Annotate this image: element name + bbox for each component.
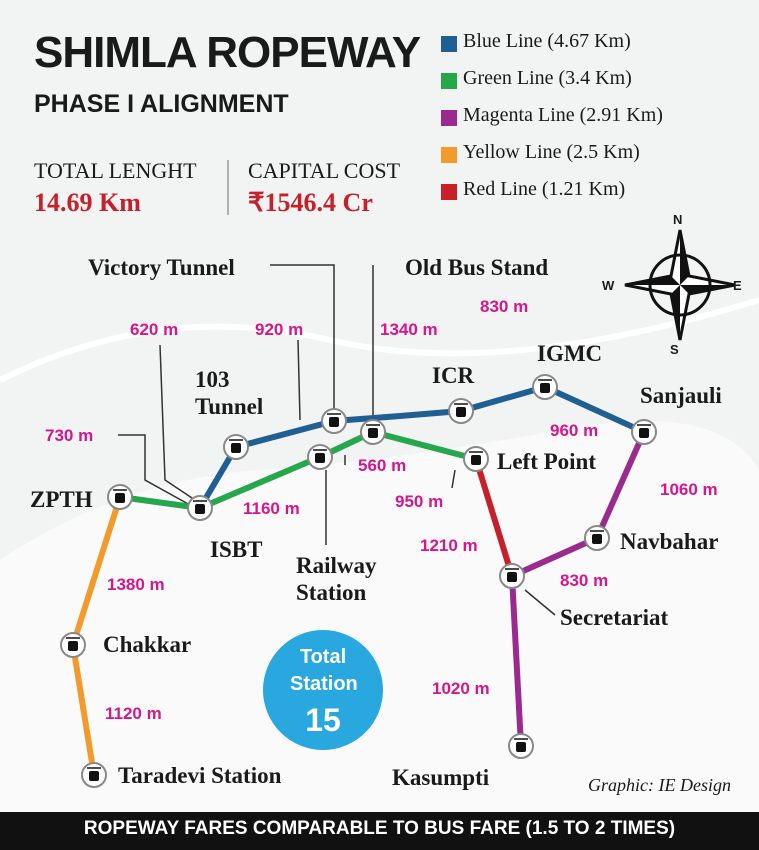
title: SHIMLA ROPEWAY xyxy=(34,28,421,77)
station-icon xyxy=(60,632,86,658)
legend-label: Green Line (3.4 Km) xyxy=(463,67,632,89)
distance-label: 1020 m xyxy=(432,679,490,698)
ropeway-line xyxy=(509,430,647,747)
stat-value: ₹1546.4 Cr xyxy=(248,188,373,217)
distance-label: 1380 m xyxy=(107,575,165,594)
legend-swatch xyxy=(441,36,457,52)
distance-label: 1340 m xyxy=(380,320,438,339)
distance-label: 960 m xyxy=(550,421,599,440)
gondola xyxy=(516,742,526,752)
station-label: IGMC xyxy=(537,341,603,366)
station-icon xyxy=(448,398,474,424)
distance-label: 830 m xyxy=(480,297,529,316)
credit: Graphic: IE Design xyxy=(588,775,731,795)
station-label: Navbahar xyxy=(620,529,719,554)
distance-label: 1160 m xyxy=(243,499,300,518)
ropeway-line xyxy=(473,458,515,577)
station-label: Railway Station xyxy=(296,553,377,605)
leaders xyxy=(118,264,556,616)
station-icon xyxy=(499,563,525,589)
subtitle: PHASE I ALIGNMENT xyxy=(34,90,289,118)
station-icon xyxy=(584,525,610,551)
gondola xyxy=(68,641,78,651)
station-icon xyxy=(508,733,534,759)
legend-label: Magenta Line (2.91 Km) xyxy=(463,104,663,126)
gondola xyxy=(89,771,99,781)
gondola xyxy=(507,572,517,582)
distance-label: 730 m xyxy=(45,426,94,445)
gondola xyxy=(329,417,339,427)
gondola xyxy=(195,504,205,514)
compass-letter: S xyxy=(670,342,679,357)
station-icon xyxy=(223,434,249,460)
distance-label: 920 m xyxy=(255,320,304,339)
gondola xyxy=(456,407,466,417)
footer-bar xyxy=(0,812,759,850)
station-icon xyxy=(631,419,657,445)
compass xyxy=(624,229,736,341)
station-icon xyxy=(307,444,333,470)
terrain xyxy=(0,421,759,812)
station-label: Sanjauli xyxy=(640,383,722,408)
gondola xyxy=(471,455,481,465)
stat-label: TOTAL LENGHT xyxy=(34,158,197,183)
legend-swatch xyxy=(441,184,457,200)
station-label: Victory Tunnel xyxy=(88,255,235,280)
distance-label: 1060 m xyxy=(660,480,718,499)
station-label: Secretariat xyxy=(560,605,669,630)
legend-swatch xyxy=(441,147,457,163)
station-label: 103 Tunnel xyxy=(195,367,264,419)
compass-letter: N xyxy=(673,212,683,227)
distance-label: 620 m xyxy=(130,320,179,339)
road xyxy=(0,297,759,383)
gondola xyxy=(115,493,125,503)
gondola xyxy=(639,428,649,438)
distance-label: 1210 m xyxy=(420,536,478,555)
station-label: Old Bus Stand xyxy=(405,255,549,280)
legend-label: Yellow Line (2.5 Km) xyxy=(463,141,640,163)
distance-label: 560 m xyxy=(358,456,407,475)
stat-label: CAPITAL COST xyxy=(248,158,401,183)
legend-swatch xyxy=(441,73,457,89)
total-label: Total Station xyxy=(290,646,358,695)
gondola xyxy=(315,453,325,463)
distance-label: 1120 m xyxy=(105,704,162,723)
compass-letter: E xyxy=(733,278,742,293)
gondola xyxy=(231,443,241,453)
stat-value: 14.69 Km xyxy=(34,188,141,217)
total-badge xyxy=(263,630,383,750)
legend-label: Red Line (1.21 Km) xyxy=(463,178,626,200)
footer-text: ROPEWAY FARES COMPARABLE TO BUS FARE (1.… xyxy=(83,818,676,839)
station-icon xyxy=(107,484,133,510)
station-label: ZPTH xyxy=(30,487,93,512)
legend-label: Blue Line (4.67 Km) xyxy=(463,30,631,52)
station-label: Taradevi Station xyxy=(118,763,282,788)
distance-label: 950 m xyxy=(395,492,444,511)
station-label: ICR xyxy=(432,363,475,388)
station-label: Kasumpti xyxy=(392,765,490,790)
gondola xyxy=(540,383,550,393)
total-value: 15 xyxy=(305,702,341,738)
legend-swatch xyxy=(441,110,457,126)
station-label: Chakkar xyxy=(103,632,192,657)
station-icon xyxy=(360,419,386,445)
station-icon xyxy=(532,374,558,400)
station-icon xyxy=(321,408,347,434)
distance-label: 830 m xyxy=(560,571,609,590)
station-icon xyxy=(187,495,213,521)
station-icon xyxy=(463,446,489,472)
gondola xyxy=(368,428,378,438)
station-icon xyxy=(81,762,107,788)
station-label: ISBT xyxy=(210,537,263,562)
station-label: Left Point xyxy=(497,449,597,474)
gondola xyxy=(592,534,602,544)
compass-letter: W xyxy=(602,278,615,293)
